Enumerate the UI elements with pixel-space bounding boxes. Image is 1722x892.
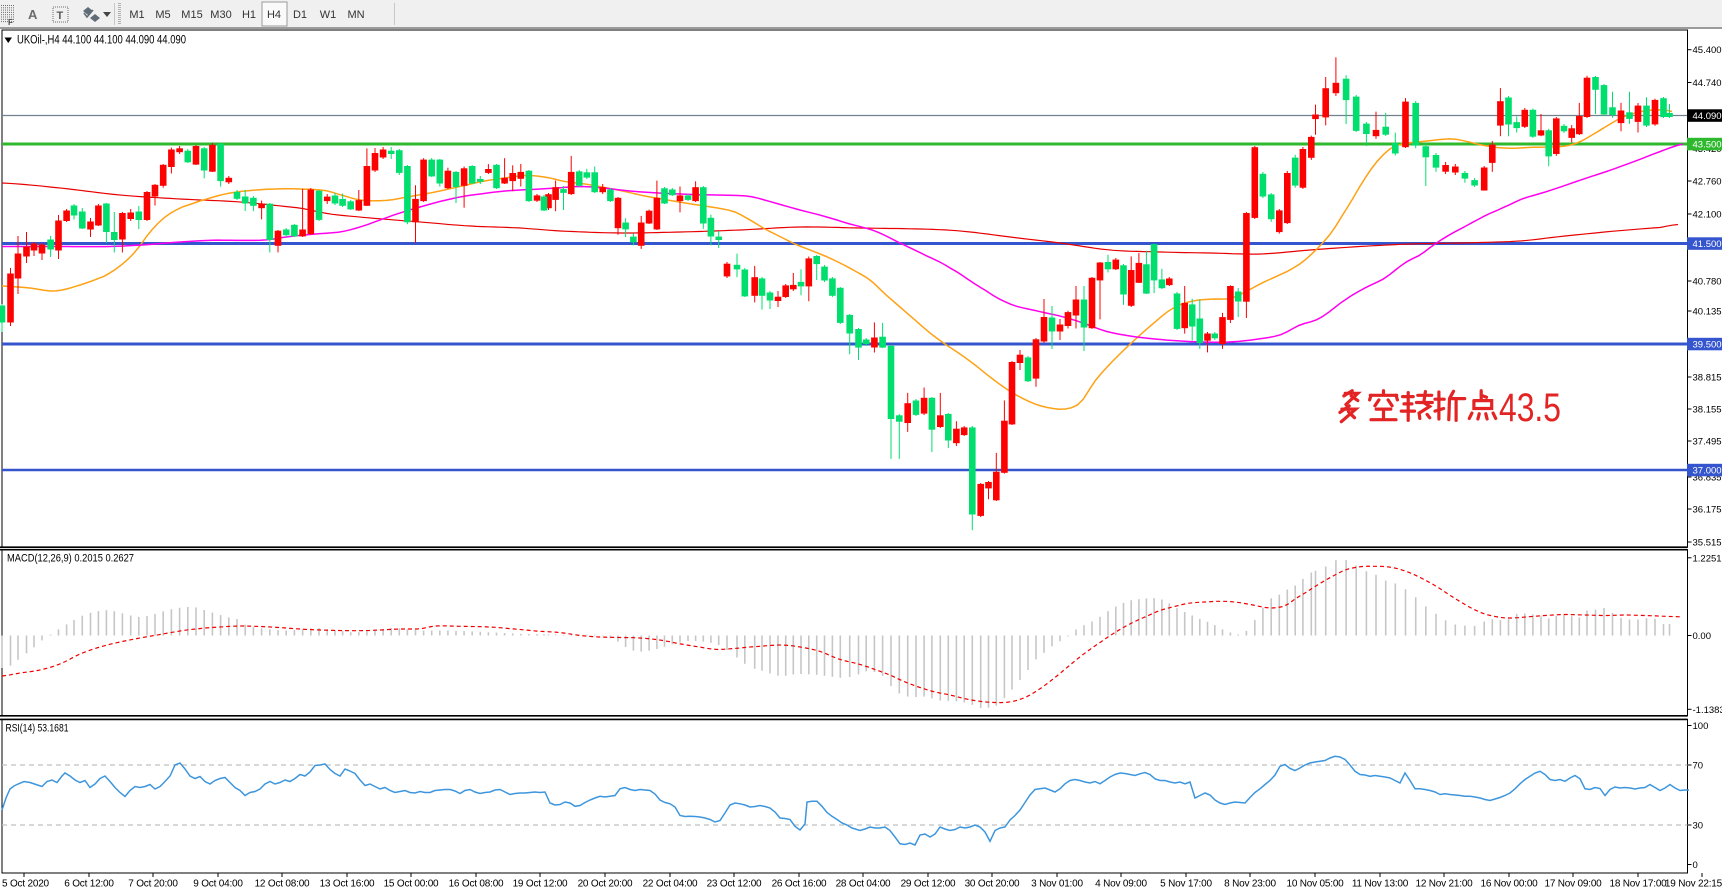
svg-text:4 Nov 09:00: 4 Nov 09:00 [1095, 879, 1147, 890]
svg-text:M1: M1 [129, 9, 144, 21]
svg-text:8 Nov 23:00: 8 Nov 23:00 [1224, 879, 1276, 890]
svg-text:41.500: 41.500 [1693, 239, 1722, 250]
svg-text:18 Nov 17:00: 18 Nov 17:00 [1609, 879, 1667, 890]
svg-text:38.815: 38.815 [1693, 373, 1722, 384]
svg-text:44.090: 44.090 [1693, 111, 1722, 122]
svg-text:35.515: 35.515 [1693, 538, 1722, 549]
svg-text:38.155: 38.155 [1693, 405, 1722, 416]
svg-text:16 Nov 00:00: 16 Nov 00:00 [1480, 879, 1538, 890]
svg-text:D1: D1 [293, 9, 307, 21]
svg-text:44.740: 44.740 [1693, 78, 1722, 89]
svg-text:7 Oct 20:00: 7 Oct 20:00 [128, 879, 178, 890]
svg-text:9 Oct 04:00: 9 Oct 04:00 [193, 879, 243, 890]
svg-text:30: 30 [1693, 821, 1704, 832]
svg-text:15 Oct 00:00: 15 Oct 00:00 [384, 879, 439, 890]
svg-text:36.835: 36.835 [1693, 473, 1722, 484]
svg-text:40.135: 40.135 [1693, 307, 1722, 318]
svg-text:0.00: 0.00 [1693, 631, 1712, 642]
svg-text:30 Oct 20:00: 30 Oct 20:00 [965, 879, 1020, 890]
svg-text:43.5: 43.5 [1499, 386, 1561, 430]
svg-text:12 Oct 08:00: 12 Oct 08:00 [255, 879, 310, 890]
svg-text:22 Oct 04:00: 22 Oct 04:00 [643, 879, 698, 890]
svg-text:3 Nov 01:00: 3 Nov 01:00 [1031, 879, 1083, 890]
svg-text:13 Oct 16:00: 13 Oct 16:00 [320, 879, 375, 890]
svg-text:42.100: 42.100 [1693, 210, 1722, 221]
svg-text:T: T [57, 10, 64, 22]
svg-text:10 Nov 05:00: 10 Nov 05:00 [1286, 879, 1344, 890]
svg-text:UKOil-,H4 44.100 44.100 44.09: UKOil-,H4 44.100 44.100 44.090 44.090 [17, 35, 186, 47]
svg-text:16 Oct 08:00: 16 Oct 08:00 [449, 879, 504, 890]
svg-text:H1: H1 [242, 9, 256, 21]
svg-text:A: A [28, 7, 38, 22]
svg-text:MN: MN [347, 9, 364, 21]
svg-text:F: F [8, 18, 13, 27]
svg-text:43.500: 43.500 [1693, 140, 1722, 151]
svg-text:23 Oct 12:00: 23 Oct 12:00 [707, 879, 762, 890]
svg-text:42.760: 42.760 [1693, 177, 1722, 188]
svg-text:29 Oct 12:00: 29 Oct 12:00 [901, 879, 956, 890]
svg-text:20 Oct 20:00: 20 Oct 20:00 [578, 879, 633, 890]
svg-text:45.400: 45.400 [1693, 45, 1722, 56]
svg-text:36.175: 36.175 [1693, 505, 1722, 516]
svg-text:37.495: 37.495 [1693, 437, 1722, 448]
svg-text:MACD(12,26,9) 0.2015 0.2627: MACD(12,26,9) 0.2015 0.2627 [7, 553, 134, 565]
svg-text:39.500: 39.500 [1693, 340, 1722, 351]
svg-text:100: 100 [1693, 721, 1709, 732]
svg-text:W1: W1 [320, 9, 337, 21]
svg-text:6 Oct 12:00: 6 Oct 12:00 [64, 879, 114, 890]
svg-text:M15: M15 [181, 9, 202, 21]
svg-text:M5: M5 [155, 9, 170, 21]
svg-text:40.780: 40.780 [1693, 277, 1722, 288]
svg-text:11 Nov 13:00: 11 Nov 13:00 [1352, 879, 1409, 890]
svg-text:17 Nov 09:00: 17 Nov 09:00 [1544, 879, 1602, 890]
svg-text:RSI(14) 53.1681: RSI(14) 53.1681 [6, 723, 69, 735]
svg-text:37.000: 37.000 [1693, 466, 1722, 477]
svg-text:1.2251: 1.2251 [1693, 553, 1722, 564]
svg-text:70: 70 [1693, 761, 1704, 772]
svg-text:5 Nov 17:00: 5 Nov 17:00 [1160, 879, 1212, 890]
svg-text:-1.1383: -1.1383 [1693, 705, 1722, 716]
svg-text:H4: H4 [267, 9, 281, 21]
svg-text:5 Oct 2020: 5 Oct 2020 [2, 879, 50, 890]
svg-text:19 Nov 22:15: 19 Nov 22:15 [1665, 879, 1722, 890]
svg-text:19 Oct 12:00: 19 Oct 12:00 [513, 879, 568, 890]
svg-text:0: 0 [1693, 860, 1698, 871]
svg-text:M30: M30 [210, 9, 231, 21]
svg-text:26 Oct 16:00: 26 Oct 16:00 [772, 879, 827, 890]
svg-text:28 Oct 04:00: 28 Oct 04:00 [836, 879, 891, 890]
svg-text:12 Nov 21:00: 12 Nov 21:00 [1415, 879, 1473, 890]
